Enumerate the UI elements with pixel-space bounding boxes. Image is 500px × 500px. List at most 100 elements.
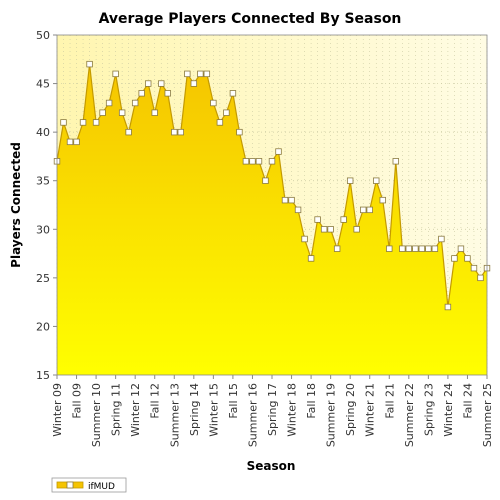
x-tick-label: Fall 09 [71,383,84,419]
data-point [301,235,308,243]
data-point [405,245,413,252]
x-tick-label: Summer 10 [90,383,103,447]
data-point [346,177,354,184]
x-tick-label: Winter 21 [364,383,377,437]
data-point [281,196,289,204]
data-point [262,177,269,184]
x-tick-label: Spring 11 [110,383,123,436]
data-point [118,109,126,116]
x-axis-label: Season [247,459,296,473]
x-tick-label: Winter 15 [207,383,220,437]
data-point [386,245,393,252]
x-tick-label: Fall 18 [305,383,318,419]
y-tick-label: 45 [36,78,50,91]
data-point [412,245,419,252]
data-point [177,128,184,136]
area-series-ifmud [57,64,487,376]
data-point [294,206,302,214]
data-point [360,206,367,214]
data-point [307,255,315,262]
data-point [164,90,171,97]
data-point [275,148,282,155]
data-point [470,264,478,272]
x-tick-label: Spring 20 [344,383,357,436]
x-tick-label: Fall 15 [227,383,240,419]
x-tick-label: Summer 25 [481,383,494,447]
x-tick-label: Summer 19 [325,383,338,447]
data-point [203,70,211,78]
data-point [373,177,380,184]
data-point [431,245,439,252]
data-point [223,109,230,116]
x-tick-label: Fall 21 [383,383,396,419]
data-point [392,158,399,165]
data-point [158,80,165,87]
data-point [314,216,321,223]
data-point [184,70,191,78]
x-tick-label: Spring 14 [188,383,201,436]
data-point [249,158,256,165]
x-tick-label: Fall 12 [149,383,162,419]
data-point [366,206,373,214]
data-point [425,245,432,252]
data-point [320,226,328,233]
data-point [190,80,198,87]
y-tick-label: 50 [36,29,50,42]
data-point [112,70,119,78]
y-tick-label: 25 [36,272,50,285]
legend: ifMUD [51,477,127,493]
data-point [138,90,145,97]
data-point [255,158,263,165]
data-point [327,226,334,233]
legend-label-ifmud: ifMUD [88,482,115,492]
data-point [340,216,347,223]
x-tick-label: Summer 13 [168,383,181,447]
data-point [229,90,237,97]
y-tick-label: 35 [36,175,50,188]
y-axis-label: Players Connected [9,142,23,268]
x-tick-label: Fall 24 [461,383,474,419]
x-tick-label: Summer 22 [403,383,416,447]
data-point [210,99,217,107]
data-point [145,80,152,87]
data-point [457,245,465,252]
y-tick-label: 30 [36,223,50,236]
data-point [105,99,113,107]
data-point [216,119,224,126]
legend-marker [66,481,74,489]
data-point [242,158,250,165]
data-point [86,60,93,68]
data-point [73,138,80,146]
grid-lines [56,35,488,375]
x-tick-label: Spring 17 [266,383,279,436]
data-point [444,303,452,311]
x-axis-ticks: Winter 09 Fall 09 Summer 10 Spring 11 Winter… [51,375,494,447]
x-tick-label: Winter 18 [286,383,299,437]
data-point [418,245,426,252]
x-tick-label: Winter 12 [129,383,142,437]
legend-box [51,477,127,493]
y-tick-label: 15 [36,369,50,382]
data-point [438,235,445,243]
data-point [99,109,106,116]
data-point [477,274,484,282]
y-tick-label: 40 [36,126,50,139]
x-tick-label: Winter 24 [442,383,455,437]
data-point [131,99,139,107]
x-tick-label: Summer 16 [246,383,259,447]
data-point [125,128,132,136]
data-point [353,226,360,233]
data-point [464,255,471,262]
data-point [268,158,276,165]
y-tick-label: 20 [36,320,50,333]
data-point [333,245,341,252]
data-point [66,138,74,146]
data-point [399,245,406,252]
data-point [236,128,243,136]
data-point [197,70,204,78]
chart-title: Average Players Connected By Season [99,11,402,27]
data-point [79,119,87,126]
x-tick-label: Winter 09 [51,383,64,437]
y-axis-ticks: 15 20 25 30 35 40 45 50 [36,29,57,382]
